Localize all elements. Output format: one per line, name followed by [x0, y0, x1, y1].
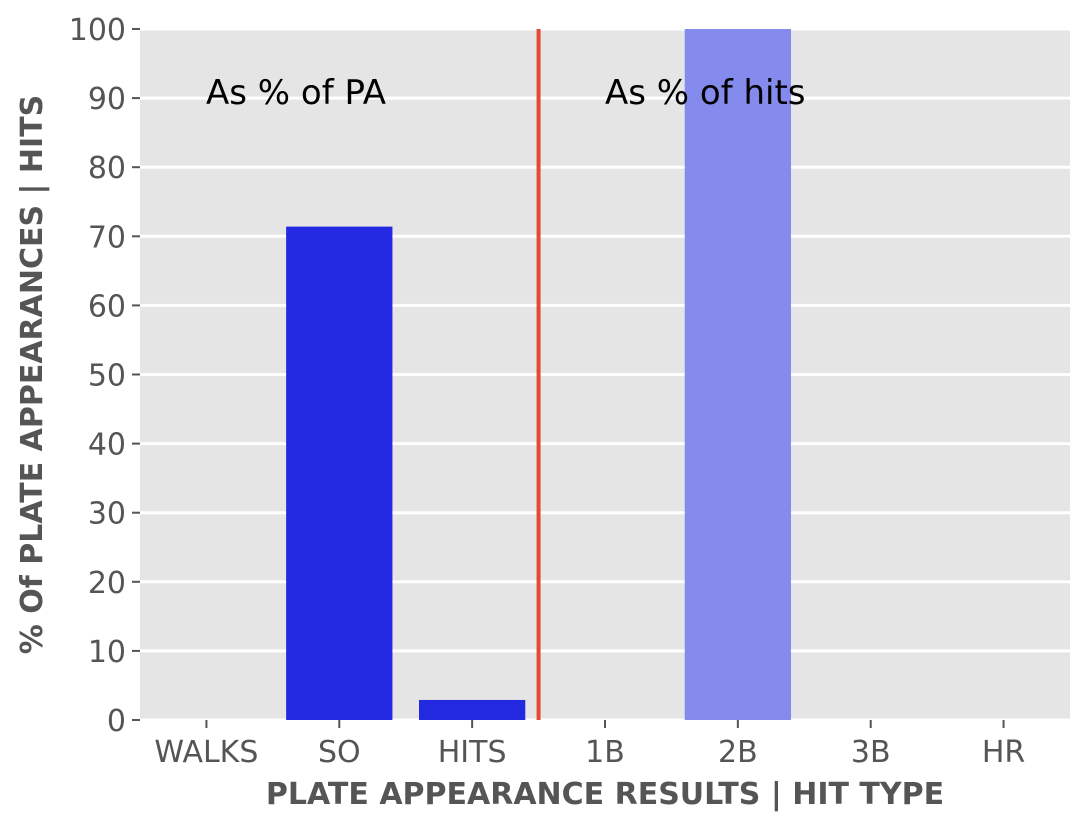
- y-tick-label: 50: [88, 359, 126, 394]
- y-tick-label: 60: [88, 289, 126, 324]
- annotation-hits: As % of hits: [605, 73, 806, 113]
- y-tick-labels: 0 10 20 30 40 50 60 70 80 90 100: [69, 13, 126, 739]
- y-axis-title: % Of PLATE APPEARANCES | HITS: [15, 95, 50, 655]
- y-tick-label: 100: [69, 13, 126, 48]
- bar-layer: [286, 29, 791, 720]
- bar-2b: [684, 29, 791, 720]
- x-tick-label: 2B: [718, 735, 758, 770]
- y-tick-label: 30: [88, 497, 126, 532]
- bar-hits: [419, 699, 526, 720]
- bar-so: [286, 226, 393, 720]
- x-tick-label: HR: [982, 735, 1025, 770]
- y-tick-label: 0: [107, 704, 126, 739]
- x-tick-label: SO: [318, 735, 361, 770]
- x-tick-label: WALKS: [154, 735, 258, 770]
- y-tick-label: 80: [88, 151, 126, 186]
- y-tick-label: 40: [88, 428, 126, 463]
- y-tick-label: 90: [88, 82, 126, 117]
- x-tick-labels: WALKS SO HITS 1B 2B 3B HR: [154, 720, 1025, 770]
- y-tick-label: 70: [88, 220, 126, 255]
- x-tick-label: HITS: [438, 735, 507, 770]
- y-tick-label: 10: [88, 635, 126, 670]
- y-tick-label: 20: [88, 566, 126, 601]
- annotation-pa: As % of PA: [206, 73, 386, 113]
- x-tick-label: 1B: [585, 735, 625, 770]
- x-axis-title: PLATE APPEARANCE RESULTS | HIT TYPE: [266, 777, 944, 812]
- x-tick-label: 3B: [851, 735, 891, 770]
